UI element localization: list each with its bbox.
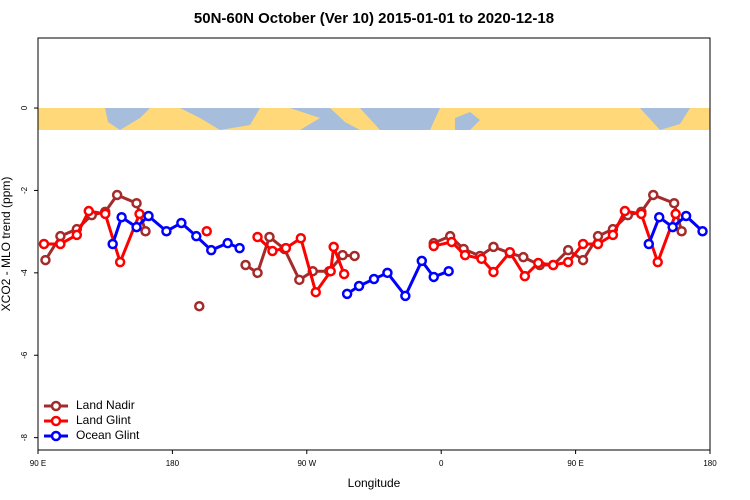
data-point [459, 249, 471, 261]
data-point [476, 253, 487, 265]
data-point [446, 236, 457, 248]
x-axis-label: Longitude [348, 476, 401, 490]
data-point [328, 241, 339, 253]
data-point [140, 225, 151, 237]
data-point [325, 265, 336, 277]
data-point [161, 225, 172, 237]
data-point [131, 197, 142, 209]
y-axis-label: XCO2 - MLO trend (ppm) [0, 177, 13, 312]
data-point [338, 268, 350, 280]
data-point [382, 267, 393, 279]
legend-label: Ocean Glint [76, 428, 140, 442]
data-point [143, 210, 154, 222]
data-point [592, 238, 604, 250]
data-point [368, 273, 380, 285]
data-point [131, 221, 142, 233]
data-point [252, 231, 263, 243]
legend-marker [50, 415, 62, 427]
data-point [577, 254, 589, 266]
data-point [114, 256, 126, 268]
data-point [280, 242, 292, 254]
y-tick-label: 0 [20, 105, 29, 110]
x-tick-label: 90 W [297, 459, 316, 468]
legend-marker [50, 400, 62, 412]
data-point [349, 250, 360, 262]
data-point [547, 259, 559, 271]
data-point [643, 238, 655, 250]
data-point [676, 225, 687, 237]
data-point [562, 244, 574, 256]
chart-title: 50N-60N October (Ver 10) 2015-01-01 to 2… [194, 10, 554, 27]
data-point [234, 242, 245, 254]
data-point [240, 259, 251, 271]
data-point [680, 210, 692, 222]
data-point [310, 286, 322, 298]
y-tick-label: -6 [20, 351, 29, 359]
data-point [107, 238, 118, 250]
data-point [428, 271, 439, 283]
legend-marker [50, 430, 62, 442]
data-point [264, 231, 275, 243]
data-point [697, 225, 708, 237]
data-point [504, 246, 516, 258]
data-point [99, 208, 111, 220]
data-point [652, 256, 663, 268]
x-tick-label: 0 [439, 459, 444, 468]
data-point [222, 237, 233, 249]
data-point [295, 232, 307, 244]
data-point [648, 189, 659, 201]
data-point [488, 266, 499, 278]
data-point [83, 205, 95, 217]
data-point [55, 238, 66, 250]
data-point [443, 265, 454, 277]
data-point [577, 238, 589, 250]
data-point [353, 280, 365, 292]
data-point [636, 208, 647, 220]
data-point [38, 238, 50, 250]
data-point [134, 208, 145, 220]
data-point [619, 205, 631, 217]
map-water [105, 108, 690, 130]
x-tick-label: 180 [166, 459, 180, 468]
data-point [71, 229, 83, 241]
x-tick-label: 90 E [30, 459, 46, 468]
data-point [670, 208, 681, 220]
data-point [205, 244, 217, 256]
plot-frame [37, 37, 711, 451]
data-point [294, 274, 305, 286]
x-tick-label: 90 E [567, 459, 583, 468]
data-point [116, 211, 127, 223]
data-point [519, 270, 531, 282]
y-tick-label: -8 [20, 434, 29, 442]
data-point [201, 225, 212, 237]
data-point [194, 300, 205, 312]
data-point [176, 217, 187, 229]
data-point [111, 189, 123, 201]
data-point [518, 251, 529, 263]
x-tick-label: 180 [703, 459, 717, 468]
data-point [400, 290, 411, 302]
data-point [607, 229, 619, 241]
data-point [653, 211, 665, 223]
data-point [341, 288, 353, 300]
data-point [40, 254, 51, 266]
data-point [488, 241, 499, 253]
data-point [337, 249, 348, 261]
data-point [252, 267, 263, 279]
data-point [533, 257, 544, 269]
data-point [668, 197, 680, 209]
data-point [667, 221, 678, 233]
data-point [191, 230, 202, 242]
data-point [416, 255, 428, 267]
series-line [44, 193, 684, 283]
data-point [267, 245, 278, 257]
legend-label: Land Nadir [76, 398, 135, 412]
y-tick-label: -4 [20, 269, 29, 277]
y-tick-label: -2 [20, 186, 29, 194]
legend-label: Land Glint [76, 413, 131, 427]
data-point [562, 256, 574, 268]
data-point [428, 240, 439, 252]
